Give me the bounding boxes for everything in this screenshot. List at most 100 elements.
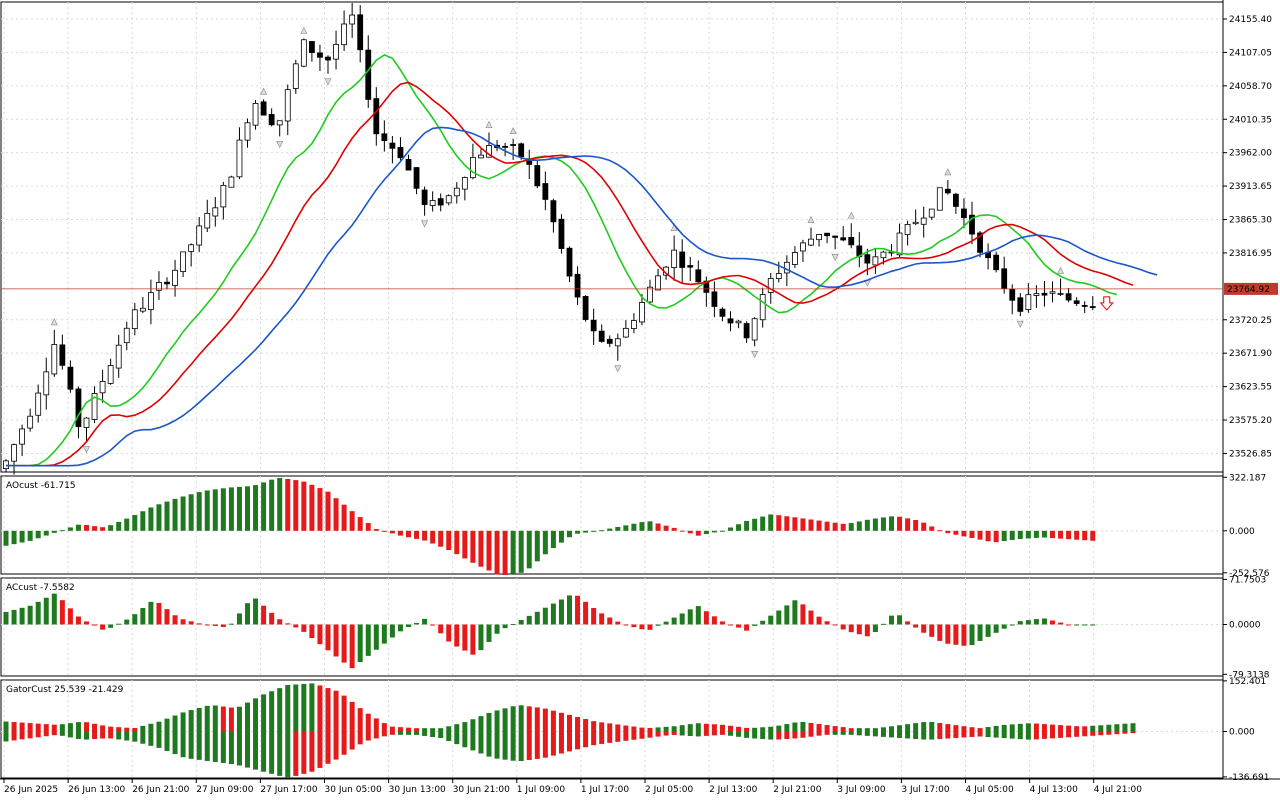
candle[interactable]	[1009, 288, 1016, 301]
candle[interactable]	[1017, 297, 1024, 312]
candle[interactable]	[1025, 294, 1032, 310]
candle[interactable]	[928, 208, 935, 218]
candle[interactable]	[99, 380, 106, 394]
candle[interactable]	[469, 156, 476, 179]
candle[interactable]	[220, 185, 227, 208]
candle[interactable]	[574, 273, 581, 298]
candle[interactable]	[1001, 268, 1008, 289]
candle[interactable]	[614, 338, 621, 347]
candle[interactable]	[445, 195, 452, 204]
candle[interactable]	[808, 238, 814, 246]
candle[interactable]	[912, 221, 919, 225]
candle[interactable]	[606, 338, 613, 344]
candle[interactable]	[164, 281, 170, 285]
candle[interactable]	[405, 159, 412, 171]
candle[interactable]	[252, 103, 259, 126]
candle[interactable]	[872, 256, 879, 266]
candle[interactable]	[832, 235, 839, 238]
candle[interactable]	[276, 120, 283, 126]
candle[interactable]	[936, 187, 943, 211]
candle[interactable]	[236, 139, 243, 178]
candle[interactable]	[413, 167, 420, 189]
candle[interactable]	[123, 327, 130, 344]
candle[interactable]	[1057, 293, 1064, 295]
candle[interactable]	[478, 154, 484, 159]
candle[interactable]	[486, 145, 492, 158]
candle[interactable]	[775, 273, 782, 279]
candle[interactable]	[292, 63, 299, 89]
candle[interactable]	[91, 392, 98, 420]
candle[interactable]	[800, 242, 806, 252]
candle[interactable]	[188, 244, 195, 252]
candle[interactable]	[228, 176, 235, 188]
pane-ao[interactable]	[0, 475, 1224, 575]
candle[interactable]	[389, 142, 396, 149]
candle[interactable]	[373, 98, 380, 135]
candle[interactable]	[429, 200, 436, 207]
candle[interactable]	[783, 261, 790, 274]
candle[interactable]	[172, 269, 178, 286]
candle[interactable]	[848, 237, 855, 246]
candle[interactable]	[558, 218, 565, 249]
candle[interactable]	[300, 39, 307, 67]
candle[interactable]	[1089, 306, 1096, 308]
pane-ac[interactable]	[0, 577, 1224, 677]
candle[interactable]	[896, 232, 903, 256]
candle[interactable]	[727, 318, 734, 324]
candle[interactable]	[679, 251, 686, 268]
candle[interactable]	[920, 217, 927, 225]
candle[interactable]	[268, 114, 275, 126]
candle[interactable]	[75, 388, 82, 428]
candle[interactable]	[582, 296, 589, 320]
candle[interactable]	[502, 145, 509, 148]
candle[interactable]	[993, 254, 1000, 271]
candle[interactable]	[1041, 292, 1048, 296]
candle[interactable]	[11, 444, 17, 462]
candle[interactable]	[751, 318, 758, 341]
candle[interactable]	[19, 428, 26, 445]
candle[interactable]	[212, 207, 219, 217]
candle[interactable]	[147, 292, 154, 310]
candle[interactable]	[67, 366, 74, 390]
candle[interactable]	[453, 187, 460, 197]
candle[interactable]	[534, 165, 541, 187]
candle[interactable]	[421, 189, 428, 205]
candle[interactable]	[759, 294, 766, 321]
candle[interactable]	[461, 177, 468, 190]
candle[interactable]	[695, 269, 702, 283]
candle[interactable]	[365, 49, 372, 100]
candle[interactable]	[840, 237, 847, 241]
candle[interactable]	[341, 23, 348, 46]
candle[interactable]	[655, 275, 661, 291]
candle[interactable]	[542, 183, 549, 200]
candle[interactable]	[510, 144, 517, 146]
candle[interactable]	[631, 320, 637, 329]
candle[interactable]	[735, 320, 742, 324]
candle[interactable]	[639, 302, 645, 323]
candle[interactable]	[944, 188, 951, 194]
candle[interactable]	[904, 224, 911, 235]
candle[interactable]	[349, 14, 356, 25]
candle[interactable]	[743, 323, 750, 339]
candle[interactable]	[59, 344, 66, 366]
candle[interactable]	[43, 371, 50, 396]
candle[interactable]	[437, 198, 444, 206]
candle[interactable]	[953, 193, 959, 207]
candle[interactable]	[260, 101, 267, 116]
candle[interactable]	[961, 208, 967, 219]
candle[interactable]	[518, 143, 525, 158]
candle[interactable]	[333, 44, 339, 60]
candle[interactable]	[1049, 291, 1056, 294]
candle[interactable]	[381, 133, 388, 142]
candle[interactable]	[244, 122, 251, 141]
pane-main[interactable]	[0, 1, 1224, 473]
candle[interactable]	[1073, 300, 1080, 304]
candle[interactable]	[566, 247, 573, 277]
candle[interactable]	[325, 56, 331, 61]
candle[interactable]	[3, 460, 9, 469]
candle[interactable]	[51, 344, 58, 375]
candle[interactable]	[816, 234, 822, 241]
candle[interactable]	[969, 214, 975, 235]
